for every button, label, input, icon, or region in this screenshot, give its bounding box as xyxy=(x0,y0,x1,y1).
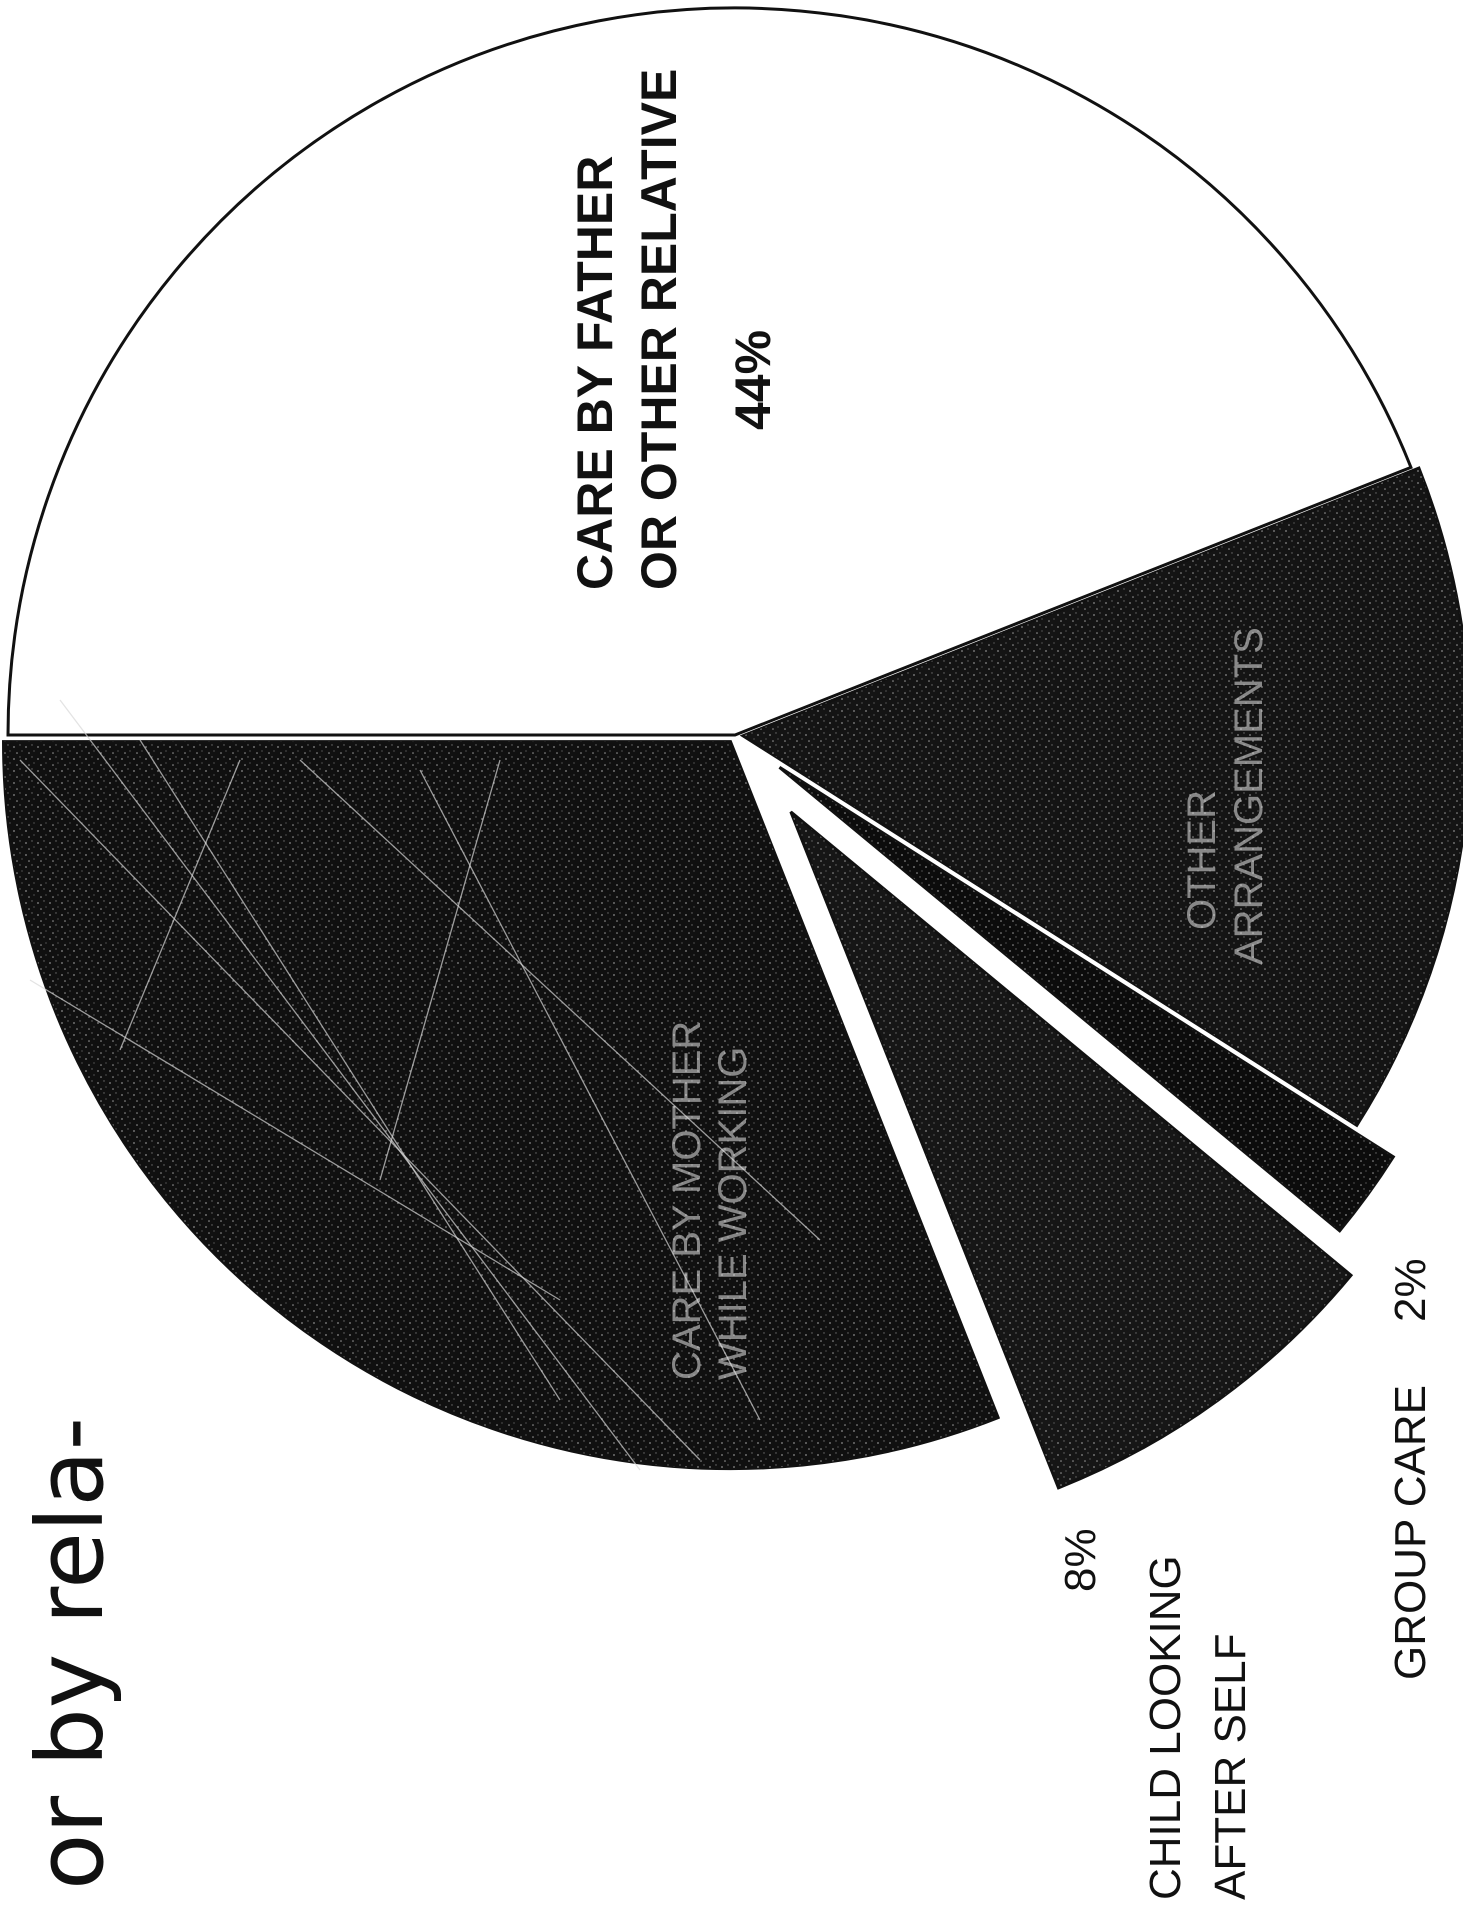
scratch-line xyxy=(29,979,561,1301)
scratch-line xyxy=(19,759,701,1461)
scratch-line xyxy=(139,739,561,1401)
slice-texture-other-arrangements xyxy=(742,468,1463,1126)
slice-texture-child-looking-after-self xyxy=(790,811,1352,1488)
scratch-line xyxy=(59,699,641,1471)
slice-label-care-by-father: CARE BY FATHER OR OTHER RELATIVE 44% xyxy=(567,69,781,590)
slice-value-child: 8% xyxy=(1056,1528,1105,1592)
slice-label-mother-line-1: CARE BY MOTHER xyxy=(665,1021,709,1380)
pie-slices xyxy=(2,6,1463,1490)
film-scratches xyxy=(19,699,821,1471)
page-fragment-text: are often or by rela- xyxy=(0,1417,124,1890)
slice-label-child-looking-after-self: CHILD LOOKING AFTER SELF 8% xyxy=(1056,1528,1255,1900)
slice-label-child-line-1: CHILD LOOKING xyxy=(1141,1555,1190,1900)
scratch-line xyxy=(419,769,761,1421)
slice-label-mother-line-2: WHILE WORKING xyxy=(711,1047,755,1380)
slice-label-father-line-1: CARE BY FATHER xyxy=(567,156,623,590)
slice-label-other-line-1: OTHER xyxy=(1180,790,1224,930)
page-fragment-line-2: or by rela- xyxy=(17,1417,124,1890)
slice-label-group-care: GROUP CARE 2% xyxy=(1386,1258,1435,1680)
slice-label-child-line-2: AFTER SELF xyxy=(1206,1634,1255,1901)
slice-value-father: 44% xyxy=(725,330,781,430)
slice-label-father-line-2: OR OTHER RELATIVE xyxy=(631,69,687,590)
slice-value-group: 2% xyxy=(1386,1258,1435,1322)
slice-label-other-line-2: ARRANGEMENTS xyxy=(1227,627,1271,965)
scratch-line xyxy=(299,759,821,1241)
slice-label-group-line-1: GROUP CARE xyxy=(1386,1385,1435,1680)
slice-care-by-father-or-other-relative xyxy=(6,6,1413,737)
scratch-line xyxy=(379,759,501,1181)
slice-texture-group-care xyxy=(779,767,1394,1231)
scratch-line xyxy=(119,759,241,1051)
slice-texture-care-by-mother-while-working xyxy=(3,741,999,1469)
page-fragment-line-1: are often xyxy=(0,1474,12,1890)
